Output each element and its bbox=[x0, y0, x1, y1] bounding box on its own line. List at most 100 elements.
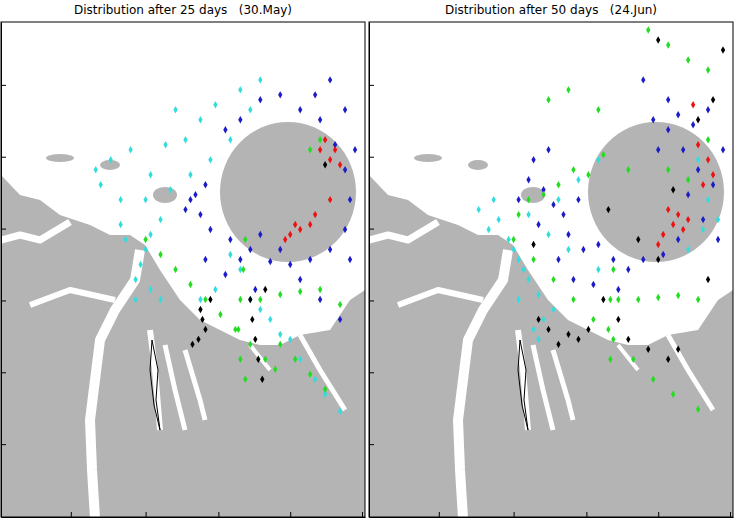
particle bbox=[646, 346, 650, 353]
plot-frame bbox=[369, 22, 733, 517]
tick-mark bbox=[1, 157, 6, 158]
particle bbox=[158, 216, 162, 223]
particle bbox=[318, 146, 322, 153]
particle bbox=[536, 336, 540, 343]
tick bbox=[1, 157, 6, 158]
particle bbox=[666, 96, 670, 103]
particle bbox=[561, 211, 565, 218]
particle bbox=[333, 146, 337, 153]
particle bbox=[188, 196, 192, 203]
particle bbox=[676, 346, 680, 353]
particle bbox=[596, 266, 600, 273]
particle bbox=[631, 356, 635, 363]
tick bbox=[71, 512, 72, 517]
tick-mark bbox=[369, 300, 374, 301]
island bbox=[414, 154, 442, 162]
particle bbox=[686, 176, 690, 183]
particle bbox=[198, 211, 202, 218]
particle bbox=[551, 201, 555, 208]
island bbox=[588, 122, 724, 262]
title: Distribution after 25 days (30.May) bbox=[74, 3, 292, 17]
particle bbox=[248, 296, 252, 303]
particle bbox=[278, 91, 282, 98]
particle bbox=[511, 246, 515, 253]
particle bbox=[716, 216, 720, 223]
particle bbox=[124, 236, 128, 243]
tick bbox=[362, 512, 363, 517]
particle bbox=[531, 241, 535, 248]
particle bbox=[681, 226, 685, 233]
particle bbox=[626, 266, 630, 273]
particle bbox=[338, 301, 342, 308]
island bbox=[220, 122, 356, 262]
particle bbox=[536, 291, 540, 298]
tick bbox=[1, 444, 6, 445]
particle bbox=[511, 236, 515, 243]
tick bbox=[218, 512, 219, 517]
particle bbox=[198, 306, 202, 313]
particle bbox=[308, 371, 312, 378]
tick bbox=[439, 512, 440, 517]
particle bbox=[591, 281, 595, 288]
particle bbox=[531, 326, 535, 333]
particle bbox=[666, 41, 670, 48]
particle bbox=[516, 196, 520, 203]
particle bbox=[188, 171, 192, 178]
particle bbox=[646, 26, 650, 33]
particle bbox=[656, 256, 660, 263]
particle bbox=[571, 296, 575, 303]
particle bbox=[608, 356, 612, 363]
tick-mark bbox=[369, 85, 374, 86]
particle bbox=[268, 258, 272, 265]
particle bbox=[99, 181, 103, 188]
particle bbox=[696, 116, 700, 123]
particle bbox=[288, 231, 292, 238]
river bbox=[300, 335, 345, 410]
particle bbox=[318, 286, 322, 293]
particle bbox=[318, 136, 322, 143]
particle bbox=[323, 136, 327, 143]
particle bbox=[173, 106, 177, 113]
particle bbox=[328, 156, 332, 163]
tick-mark bbox=[218, 512, 219, 517]
particle bbox=[196, 336, 200, 343]
tick bbox=[146, 512, 147, 517]
x-axis bbox=[370, 512, 734, 518]
particle bbox=[616, 286, 620, 293]
particle bbox=[119, 221, 123, 228]
particle bbox=[556, 341, 560, 348]
particle bbox=[681, 146, 685, 153]
particle bbox=[656, 146, 660, 153]
particle bbox=[293, 221, 297, 228]
particle bbox=[308, 146, 312, 153]
particle bbox=[258, 296, 262, 303]
particle bbox=[213, 286, 217, 293]
particle bbox=[526, 176, 530, 183]
tick bbox=[369, 157, 374, 158]
particle bbox=[566, 246, 570, 253]
particle bbox=[676, 211, 680, 218]
particle bbox=[641, 76, 645, 83]
particle bbox=[203, 296, 207, 303]
particle bbox=[328, 76, 332, 83]
river bbox=[533, 345, 553, 430]
particle bbox=[218, 311, 222, 318]
particle bbox=[348, 256, 352, 263]
river bbox=[250, 345, 270, 370]
particle bbox=[666, 126, 670, 133]
particle bbox=[238, 356, 242, 363]
particle bbox=[133, 296, 137, 303]
tick-mark bbox=[1, 300, 6, 301]
particle bbox=[691, 101, 695, 108]
tick bbox=[1, 300, 6, 301]
particle bbox=[701, 226, 705, 233]
particle bbox=[119, 196, 123, 203]
particle bbox=[323, 386, 327, 393]
particle bbox=[328, 246, 332, 253]
tick-mark bbox=[369, 157, 374, 158]
particle bbox=[676, 236, 680, 243]
particle bbox=[596, 106, 600, 113]
title: Distribution after 50 days (24.Jun) bbox=[445, 3, 657, 17]
particle bbox=[611, 336, 615, 343]
particle bbox=[343, 106, 347, 113]
